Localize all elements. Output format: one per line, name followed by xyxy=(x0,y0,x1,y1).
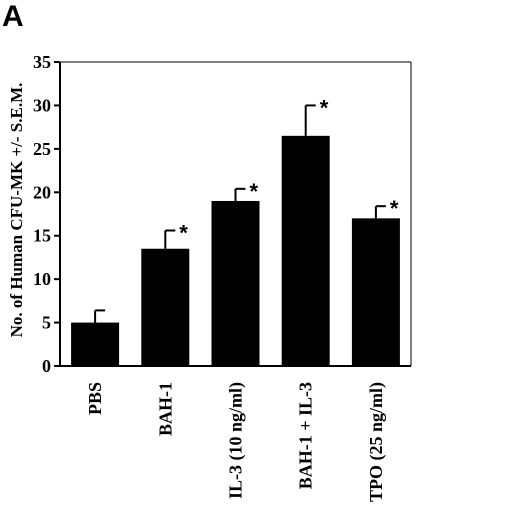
panel-letter: A xyxy=(2,0,24,33)
significance-star: * xyxy=(390,196,399,221)
y-tick-label: 0 xyxy=(42,356,51,376)
significance-star: * xyxy=(250,179,259,204)
bar xyxy=(351,218,400,366)
bar xyxy=(281,135,330,366)
significance-star: * xyxy=(320,95,329,120)
x-category-label: BAH-1 xyxy=(155,382,175,436)
bar xyxy=(211,200,260,366)
bar xyxy=(141,248,190,366)
y-tick-label: 30 xyxy=(33,95,51,115)
x-category-label: IL-3 (10 ng/ml) xyxy=(226,382,247,499)
x-category-label: TPO (25 ng/ml) xyxy=(366,382,387,502)
y-axis-ticks: 0 5 10 15 20 25 30 35 xyxy=(33,52,60,376)
x-category-label: BAH-1 + IL-3 xyxy=(296,382,316,489)
x-category-label: PBS xyxy=(85,382,105,415)
y-tick-label: 10 xyxy=(33,269,51,289)
bar xyxy=(71,322,120,366)
y-tick-label: 35 xyxy=(33,52,51,72)
significance-star: * xyxy=(179,221,188,246)
bars: * * * * xyxy=(71,95,400,366)
x-axis-category-labels: PBS BAH-1 IL-3 (10 ng/ml) BAH-1 + IL-3 TPO (… xyxy=(85,382,387,502)
y-tick-label: 25 xyxy=(33,139,51,159)
y-axis-title: No. of Human CFU-MK +/- S.E.M. xyxy=(7,83,26,338)
y-tick-label: 15 xyxy=(33,226,51,246)
y-tick-label: 5 xyxy=(42,313,51,333)
y-tick-label: 20 xyxy=(33,182,51,202)
